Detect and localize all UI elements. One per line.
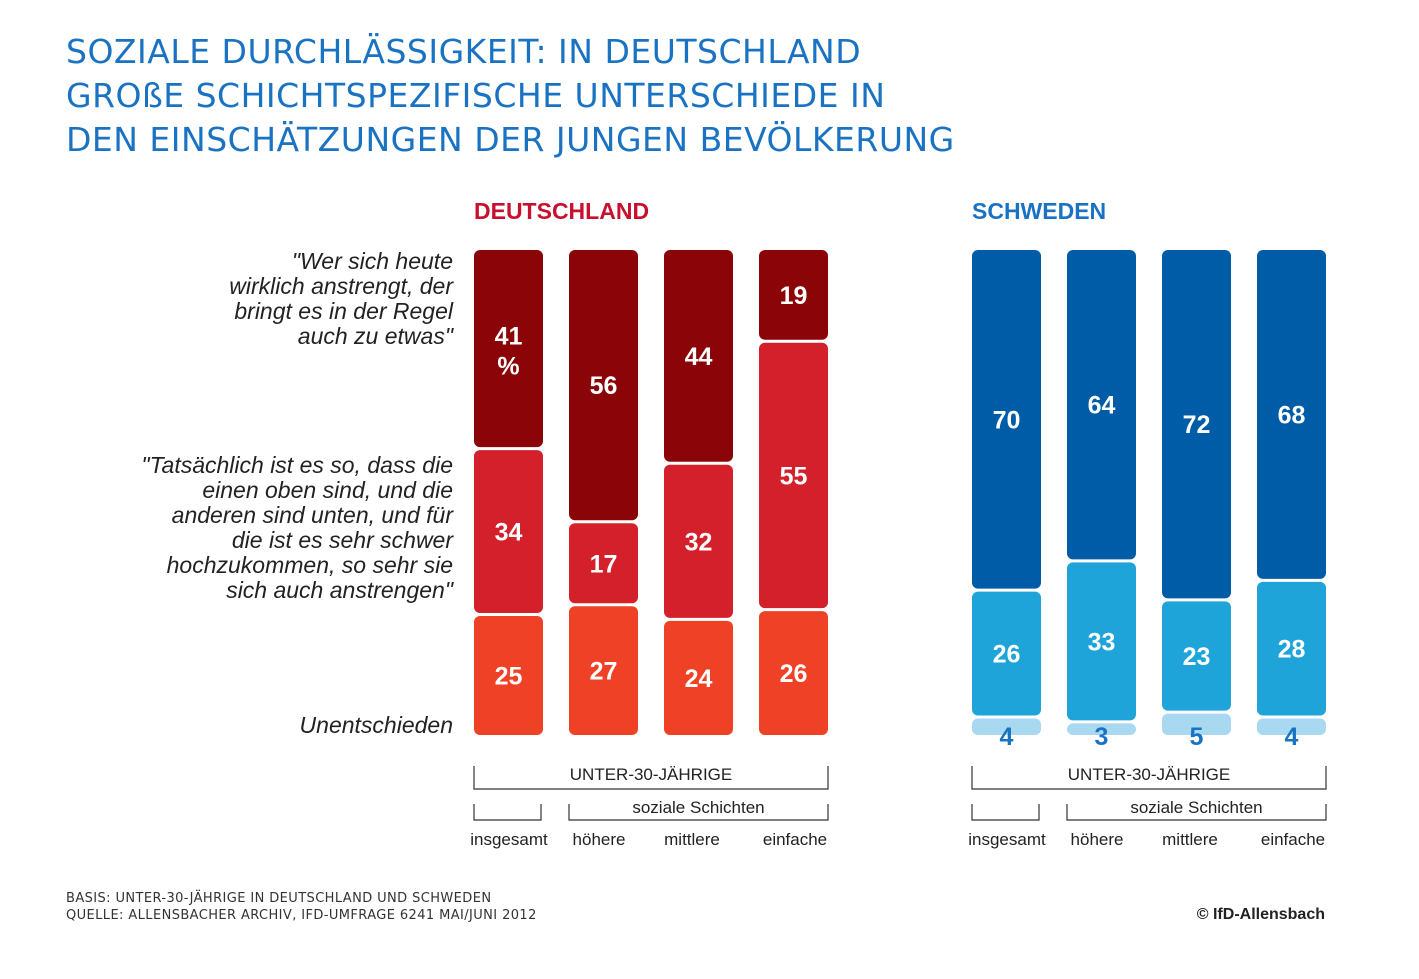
data-label: 19 bbox=[780, 282, 808, 310]
data-label: 68 bbox=[1278, 401, 1306, 429]
footer-notes: BASIS: UNTER-30-JÄHRIGE IN DEUTSCHLAND U… bbox=[66, 890, 537, 924]
subgroup-bracket bbox=[568, 804, 829, 821]
data-label: 55 bbox=[780, 462, 808, 490]
category-label: höhere bbox=[573, 830, 626, 849]
bar-segment bbox=[474, 450, 543, 613]
data-label: 28 bbox=[1278, 636, 1306, 664]
group-label: UNTER-30-JÄHRIGE bbox=[570, 765, 732, 784]
data-label: 23 bbox=[1183, 643, 1211, 671]
bar-segment bbox=[1067, 250, 1136, 560]
title-line: GROßE SCHICHTSPEZIFISCHE UNTERSCHIEDE IN bbox=[66, 76, 886, 115]
category-label: einfache bbox=[1261, 830, 1325, 849]
bar-segment bbox=[972, 718, 1041, 735]
category-label: insgesamt bbox=[470, 830, 548, 849]
data-label: 56 bbox=[590, 372, 618, 400]
bar-segment bbox=[759, 611, 828, 735]
data-label: 32 bbox=[685, 528, 713, 556]
data-label: 4 bbox=[1285, 723, 1299, 751]
bar-segment bbox=[1162, 601, 1231, 711]
bar-segment bbox=[759, 342, 828, 609]
group-bracket bbox=[971, 766, 1327, 790]
bar-segment bbox=[474, 616, 543, 735]
data-label: 27 bbox=[590, 658, 618, 686]
chart-title-schweden: SCHWEDEN bbox=[972, 198, 1107, 224]
category-label: mittlere bbox=[1162, 830, 1218, 849]
legend-statement-effort: "Wer sich heute wirklich anstrengt, der … bbox=[229, 248, 453, 349]
bar-segment bbox=[1257, 250, 1326, 579]
bar-segment bbox=[1162, 713, 1231, 735]
bar-segment bbox=[972, 250, 1041, 589]
data-label: 25 bbox=[495, 663, 523, 691]
data-label: 34 bbox=[495, 519, 523, 547]
data-label: 26 bbox=[993, 641, 1021, 669]
category-label: einfache bbox=[763, 830, 827, 849]
group-label: UNTER-30-JÄHRIGE bbox=[1068, 765, 1230, 784]
subgroup-label: soziale Schichten bbox=[1130, 798, 1262, 817]
subgroup-bracket bbox=[1066, 804, 1327, 821]
data-label: 33 bbox=[1088, 628, 1116, 656]
bar-segment bbox=[474, 250, 543, 448]
bar-segment bbox=[569, 523, 638, 604]
data-label-unit: % bbox=[497, 353, 519, 381]
data-label: 3 bbox=[1095, 723, 1109, 751]
title-line: SOZIALE DURCHLÄSSIGKEIT: IN DEUTSCHLAND bbox=[66, 32, 862, 71]
data-label: 70 bbox=[993, 406, 1021, 434]
bar-segment bbox=[1257, 718, 1326, 735]
data-label: 26 bbox=[780, 660, 808, 688]
bar-segment bbox=[664, 464, 733, 618]
data-label: 72 bbox=[1183, 411, 1211, 439]
bar-segment bbox=[569, 250, 638, 521]
category-label: mittlere bbox=[664, 830, 720, 849]
chart-title-deutschland: DEUTSCHLAND bbox=[474, 198, 650, 224]
legend-statement-undecided: Unentschieden bbox=[299, 712, 453, 738]
copyright-credit: © IfD-Allensbach bbox=[1196, 906, 1325, 923]
data-label: 5 bbox=[1190, 723, 1204, 751]
data-label: 17 bbox=[590, 550, 618, 578]
data-label: 24 bbox=[685, 665, 713, 693]
data-label: 44 bbox=[685, 343, 713, 371]
legend-statement-immobility: "Tatsächlich ist es so, dass die einen o… bbox=[141, 452, 453, 603]
data-label: 41 bbox=[495, 323, 523, 351]
category-bracket bbox=[473, 804, 542, 821]
data-label: 4 bbox=[1000, 723, 1014, 751]
bar-segment bbox=[759, 250, 828, 340]
footer-basis: BASIS: UNTER-30-JÄHRIGE IN DEUTSCHLAND U… bbox=[66, 891, 492, 906]
category-label: höhere bbox=[1071, 830, 1124, 849]
footer-source: QUELLE: ALLENSBACHER ARCHIV, IFD-UMFRAGE… bbox=[66, 908, 537, 923]
data-label: 64 bbox=[1088, 392, 1116, 420]
bar-segment bbox=[569, 606, 638, 735]
bar-segment bbox=[1257, 581, 1326, 716]
page-title: SOZIALE DURCHLÄSSIGKEIT: IN DEUTSCHLAND … bbox=[66, 30, 955, 162]
category-bracket bbox=[971, 804, 1040, 821]
bar-segment bbox=[1067, 562, 1136, 721]
bar-segment bbox=[972, 591, 1041, 716]
bar-segment bbox=[664, 620, 733, 735]
group-bracket bbox=[473, 766, 829, 790]
subgroup-label: soziale Schichten bbox=[632, 798, 764, 817]
title-line: DEN EINSCHÄTZUNGEN DER JUNGEN BEVÖLKERUN… bbox=[66, 120, 955, 159]
bar-segment bbox=[664, 250, 733, 462]
category-label: insgesamt bbox=[968, 830, 1046, 849]
bar-segment bbox=[1162, 250, 1231, 599]
bar-segment bbox=[1067, 723, 1136, 735]
